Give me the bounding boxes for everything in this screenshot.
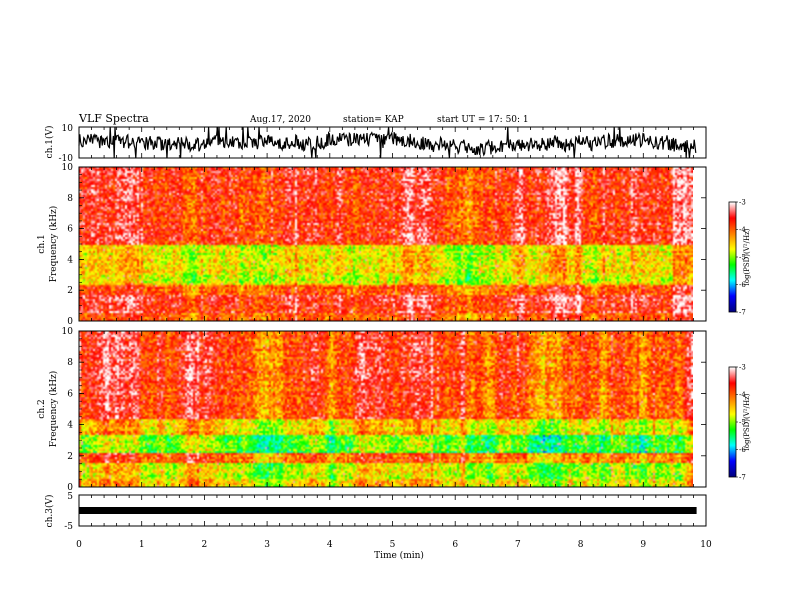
x-tick-label: 6 — [452, 540, 458, 550]
colorbar-tick-label: -3 — [739, 364, 746, 372]
start-time-label: start UT = 17: 50: 1 — [437, 115, 529, 125]
station-label: station= KAP — [343, 115, 404, 125]
ch1-waveform-ylabel: ch.1(V) — [44, 126, 55, 159]
colorbar-tick-label: -5 — [739, 254, 746, 262]
x-tick-label: 1 — [139, 540, 145, 550]
ch2-colorbar — [729, 367, 736, 477]
y-tick-label: 8 — [67, 194, 73, 204]
y-tick-label: 6 — [67, 225, 73, 235]
y-tick-label: 4 — [67, 255, 73, 265]
colorbar-tick-label: -4 — [739, 391, 746, 399]
x-tick-label: 9 — [640, 540, 646, 550]
y-tick-label: 0 — [67, 483, 73, 493]
colorbar-tick-label: -3 — [739, 199, 746, 207]
ch1-spectrogram-ylabel-2: Frequency (kHz) — [48, 206, 59, 283]
x-tick-label: 3 — [264, 540, 270, 550]
y-tick-label: 10 — [62, 163, 74, 173]
ch2-spectrogram-ylabel-2: Frequency (kHz) — [48, 371, 59, 448]
y-tick-label: 4 — [67, 421, 73, 431]
x-axis-label: Time (min) — [374, 550, 424, 561]
figure-title: VLF Spectra — [78, 112, 149, 125]
ch2-spectrogram-ylabel-1: ch.2 — [37, 399, 47, 418]
ch2-spectrogram-image — [79, 331, 693, 487]
ch2-colorbar-label: log(PSD)(V²/Hz) — [743, 393, 751, 450]
ch1-spectrogram-image — [79, 167, 693, 321]
y-tick-label: 2 — [67, 286, 73, 296]
x-tick-label: 8 — [578, 540, 584, 550]
colorbar-tick-label: -7 — [739, 309, 746, 317]
ch1-waveform-trace — [78, 126, 697, 159]
ch1-waveform-panel: 10 -10 ch.1(V) — [44, 124, 707, 164]
y-tick-label: 8 — [67, 358, 73, 368]
x-tick-label: 7 — [515, 540, 521, 550]
colorbar-tick-label: -6 — [739, 446, 746, 454]
ch3-waveform-ylabel: ch.3(V) — [44, 495, 55, 528]
ch1-ytick-top: 10 — [62, 124, 74, 134]
y-tick-label: 6 — [67, 389, 73, 399]
ch3-ytick-bottom: -5 — [64, 522, 73, 532]
ch3-ytick-top: 5 — [67, 492, 73, 502]
x-axis-ticks — [78, 127, 707, 526]
ch3-waveform-panel: 5 -5 ch.3(V) — [44, 492, 707, 532]
ch1-colorbar — [729, 202, 736, 312]
colorbar-tick-label: -4 — [739, 226, 746, 234]
x-axis-tick-labels: 0 1 2 3 4 5 6 7 8 9 10 — [76, 540, 712, 550]
x-tick-label: 0 — [76, 540, 82, 550]
colorbar-tick-label: -7 — [739, 474, 746, 482]
ch1-colorbar-label: log(PSD)(V²/Hz) — [743, 228, 751, 285]
x-tick-label: 5 — [390, 540, 396, 550]
ch1-ytick-bottom: -10 — [59, 154, 74, 164]
x-tick-label: 2 — [202, 540, 208, 550]
y-tick-label: 0 — [67, 317, 73, 327]
date-label: Aug.17, 2020 — [249, 115, 311, 125]
colorbar-tick-label: -5 — [739, 419, 746, 427]
ch3-waveform-trace — [79, 507, 697, 514]
colorbar-tick-label: -6 — [739, 281, 746, 289]
x-tick-label: 10 — [700, 540, 712, 550]
ch1-spectrogram-ylabel-1: ch.1 — [37, 234, 47, 253]
x-tick-label: 4 — [327, 540, 333, 550]
y-tick-label: 2 — [67, 452, 73, 462]
y-tick-label: 10 — [62, 327, 74, 337]
